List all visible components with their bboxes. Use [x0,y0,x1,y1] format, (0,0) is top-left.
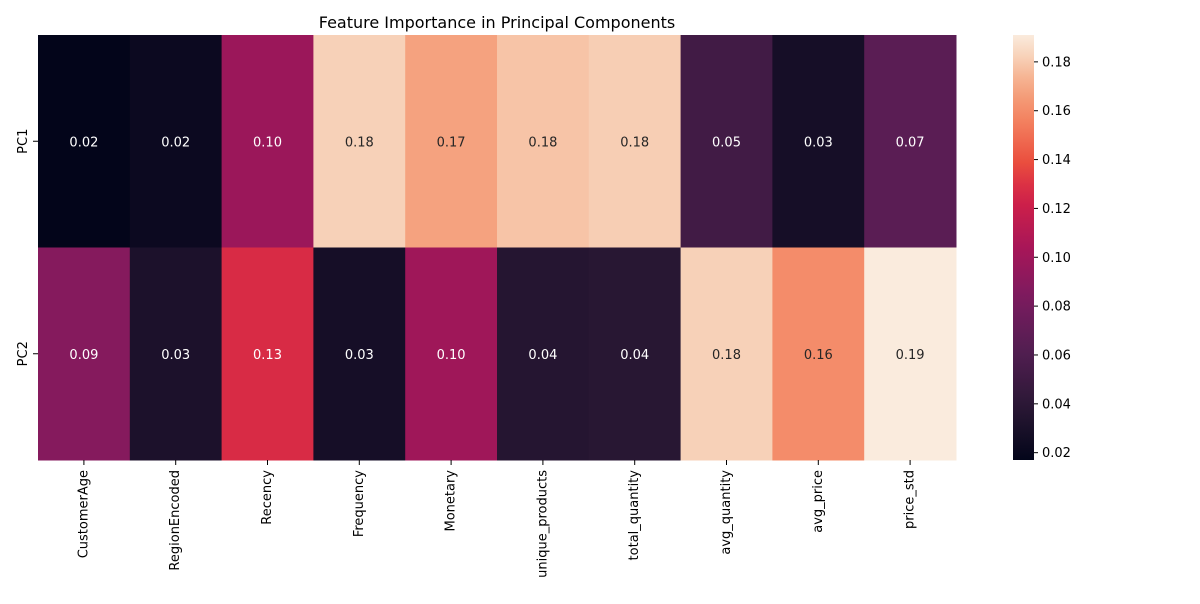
x-tick-label-5: unique_products [535,470,550,578]
cell-label-pc2-2: 0.13 [253,348,282,363]
colorbar-gradient [1013,35,1034,460]
cell-label-pc1-9: 0.07 [896,135,925,150]
colorbar-tick-label-8: 0.18 [1042,55,1071,70]
x-tick-label-0: CustomerAge [76,470,91,558]
heatmap-cell-pc1-3 [313,35,406,248]
heatmap-cells [38,35,957,461]
colorbar-tick-label-1: 0.04 [1042,397,1071,412]
x-tick-label-6: total_quantity [627,470,642,561]
cell-label-pc2-6: 0.04 [620,348,649,363]
x-tick-label-2: Recency [260,470,275,525]
x-tick-label-8: avg_price [811,470,826,533]
cell-label-pc1-1: 0.02 [161,135,190,150]
y-axis: PC1 PC2 [16,129,38,366]
cell-label-pc2-0: 0.09 [69,348,98,363]
cell-label-pc1-8: 0.03 [804,135,833,150]
y-tick-label-0: PC1 [16,129,31,154]
heatmap-cell-pc2-6 [588,247,682,461]
colorbar: 0.02 0.04 0.06 0.08 0.10 0.12 0.14 0.16 0.18 [1013,35,1071,461]
heatmap-cell-pc2-1 [129,247,223,461]
cell-label-pc2-4: 0.10 [437,348,466,363]
heatmap-cell-pc2-0 [38,247,131,461]
heatmap-cell-pc2-4 [405,247,498,461]
heatmap-cell-pc2-3 [313,247,406,461]
colorbar-tick-label-7: 0.16 [1042,104,1071,119]
heatmap-cell-pc1-0 [38,35,131,248]
cell-label-pc1-3: 0.18 [345,135,374,150]
heatmap-cell-pc1-6 [588,35,682,248]
colorbar-tick-label-5: 0.12 [1042,202,1071,217]
x-tick-label-9: price_std [903,470,918,529]
heatmap-cell-pc2-5 [497,247,590,461]
heatmap-cell-pc1-5 [497,35,590,248]
cell-label-pc2-1: 0.03 [161,348,190,363]
heatmap-cell-pc1-7 [680,35,773,248]
heatmap-cell-pc2-9 [864,247,957,461]
cell-label-pc2-9: 0.19 [896,348,925,363]
x-tick-label-3: Frequency [352,470,367,537]
cell-label-pc2-3: 0.03 [345,348,374,363]
heatmap-cell-pc1-9 [864,35,957,248]
x-tick-label-1: RegionEncoded [168,470,183,571]
cell-label-pc1-2: 0.10 [253,135,282,150]
cell-label-pc1-6: 0.18 [620,135,649,150]
colorbar-tick-label-6: 0.14 [1042,153,1071,168]
x-tick-label-7: avg_quantity [719,470,734,555]
cell-label-pc2-7: 0.18 [712,348,741,363]
colorbar-tick-label-3: 0.08 [1042,300,1071,315]
heatmap-cell-pc2-7 [680,247,773,461]
cell-value-labels: 0.02 0.02 0.10 0.18 0.17 0.18 0.18 0.05 0.03 0.07… [69,135,924,363]
x-tick-label-4: Monetary [444,470,459,532]
cell-label-pc1-0: 0.02 [69,135,98,150]
cell-label-pc2-5: 0.04 [528,348,557,363]
heatmap-cell-pc1-8 [772,35,865,248]
y-tick-label-1: PC2 [16,341,31,366]
colorbar-tick-label-4: 0.10 [1042,251,1071,266]
heatmap-cell-pc2-8 [772,247,865,461]
colorbar-tick-label-0: 0.02 [1042,446,1071,461]
heatmap-cell-pc1-2 [221,35,314,248]
heatmap-cell-pc1-1 [129,35,223,248]
cell-label-pc1-5: 0.18 [528,135,557,150]
cell-label-pc2-8: 0.16 [804,348,833,363]
cell-label-pc1-7: 0.05 [712,135,741,150]
heatmap-cell-pc1-4 [405,35,498,248]
colorbar-tick-label-2: 0.06 [1042,348,1071,363]
x-axis: CustomerAge RegionEncoded Recency Frequency… [76,460,918,578]
heatmap-cell-pc2-2 [221,247,314,461]
cell-label-pc1-4: 0.17 [437,135,466,150]
chart-title: Feature Importance in Principal Componen… [319,13,675,32]
